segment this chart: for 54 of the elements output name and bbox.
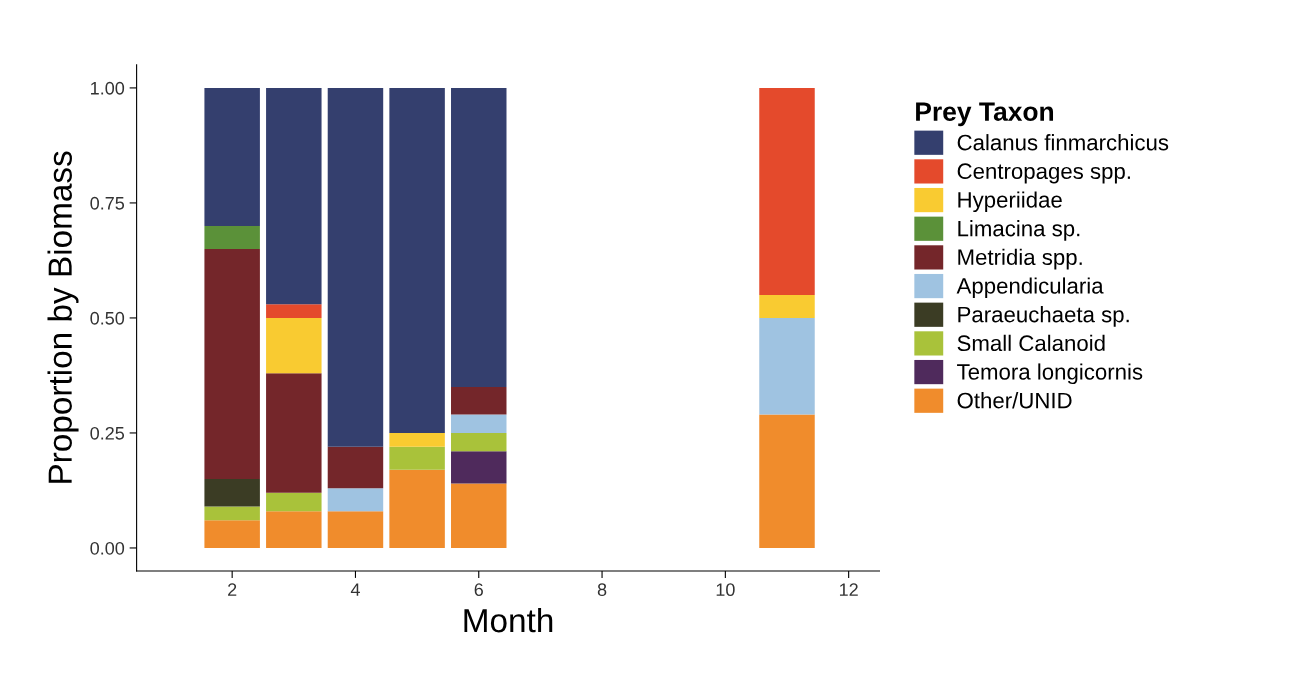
- bar: [389, 87, 445, 433]
- bar: [327, 87, 384, 447]
- y-tick-label: 0.50: [90, 311, 125, 325]
- legend-label: Hyperiidae: [958, 191, 1062, 213]
- legend-label: Small Calanoid: [957, 334, 1105, 352]
- x-tick-label: 8: [597, 583, 607, 597]
- x-tick-label: 4: [350, 583, 360, 596]
- x-tick-label: 2: [228, 583, 237, 596]
- bar: [266, 87, 322, 305]
- y-axis-title: Proportion by Biomass: [47, 151, 79, 483]
- y-tick-label: 0.75: [90, 196, 125, 210]
- bar: [327, 511, 384, 548]
- legend-label: Centropages spp.: [957, 163, 1130, 184]
- bar: [451, 386, 507, 415]
- bar: [204, 520, 260, 548]
- bar: [204, 225, 260, 249]
- bar: [266, 373, 322, 493]
- bar: [759, 294, 815, 318]
- bar: [204, 506, 260, 521]
- bar: [327, 446, 384, 489]
- bar: [759, 87, 815, 295]
- legend-label: Temora longicornis: [957, 363, 1143, 385]
- bar: [451, 483, 507, 548]
- bar: [327, 488, 384, 512]
- y-tick-label: 1.00: [91, 81, 125, 95]
- bar: [204, 248, 260, 479]
- legend-title: Prey Taxon: [916, 102, 1054, 127]
- legend-label: Metridia spp.: [958, 248, 1082, 270]
- bar: [451, 414, 507, 433]
- bar: [266, 317, 322, 374]
- bar: [204, 87, 260, 226]
- bar: [204, 478, 260, 507]
- bar: [389, 446, 445, 470]
- bar: [389, 432, 445, 447]
- bar: [266, 511, 322, 548]
- legend-label: Other/UNID: [957, 392, 1072, 409]
- bar: [759, 317, 815, 415]
- x-tick-label: 6: [474, 583, 483, 597]
- bar: [759, 414, 815, 548]
- bar: [266, 492, 322, 512]
- bar: [389, 469, 445, 548]
- bar: [266, 304, 322, 318]
- bar: [451, 451, 507, 484]
- legend-label: Appendicularia: [956, 277, 1104, 299]
- x-tick-label: 12: [839, 583, 858, 596]
- x-tick-label: 10: [716, 583, 735, 597]
- y-tick-label: 0.25: [90, 426, 125, 440]
- legend-label: Limacina sp.: [958, 220, 1080, 241]
- y-tick-label: 0.00: [90, 541, 125, 555]
- legend-label: Paraeuchaeta sp.: [958, 306, 1129, 327]
- bar: [451, 87, 507, 387]
- legend-label: Calanus finmarchicus: [957, 134, 1169, 151]
- bar: [451, 432, 507, 452]
- x-axis-title: Month: [464, 607, 553, 633]
